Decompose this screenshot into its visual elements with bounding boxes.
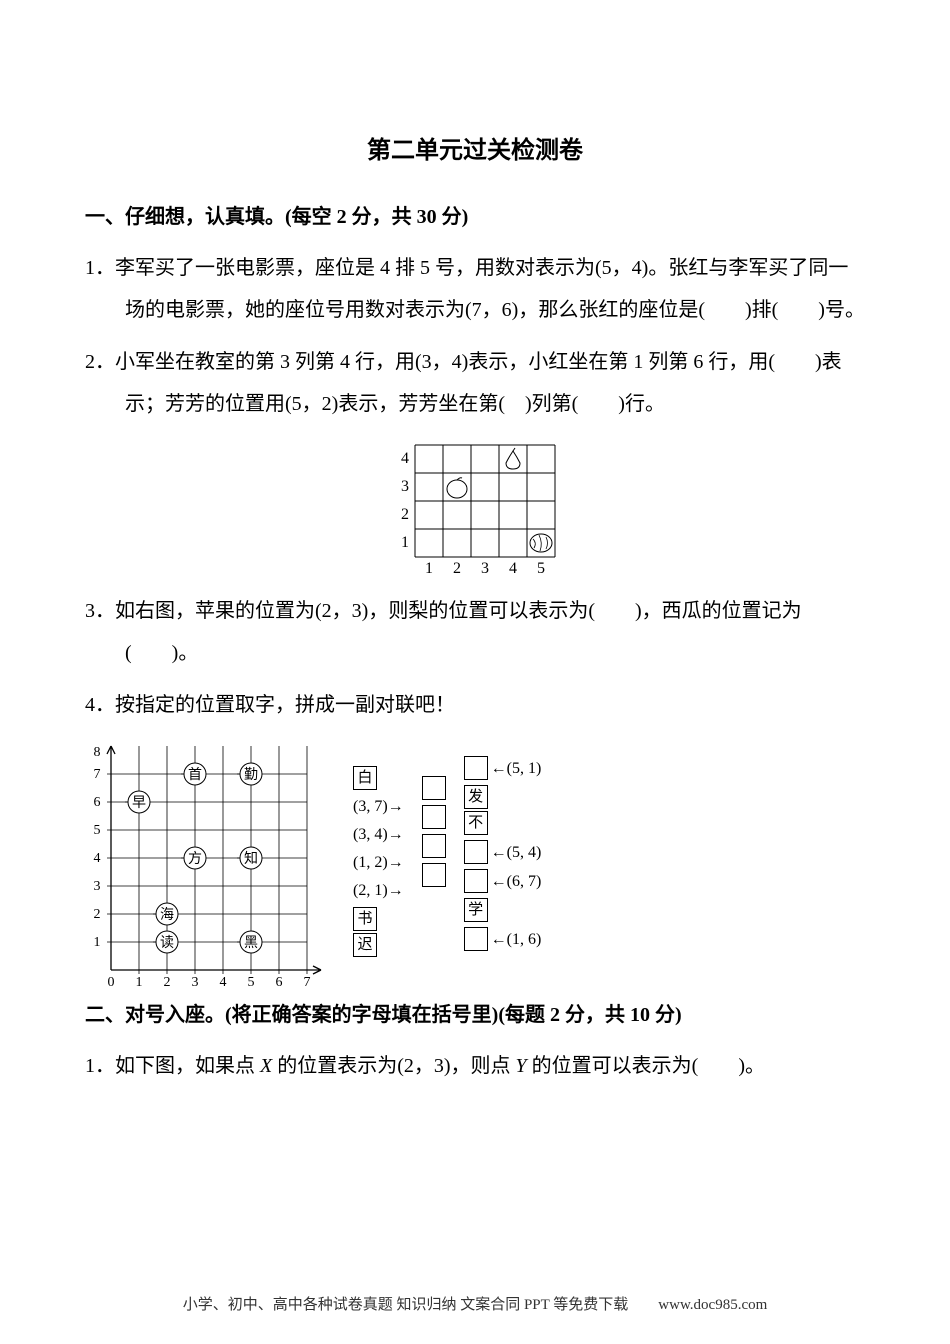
svg-text:3: 3 — [94, 879, 101, 894]
svg-text:2: 2 — [401, 506, 409, 523]
svg-text:海: 海 — [160, 907, 174, 923]
svg-text:黑: 黑 — [244, 936, 258, 951]
box-fa: 发 — [464, 785, 488, 809]
coord-label: (3, 4)→ — [353, 823, 404, 846]
watermelon-icon — [530, 534, 552, 552]
svg-text:4: 4 — [509, 560, 517, 575]
svg-text:早: 早 — [132, 796, 146, 811]
svg-text:首: 首 — [188, 767, 202, 783]
svg-text:5: 5 — [248, 975, 255, 986]
coord-label: ←(5, 4) — [491, 841, 542, 864]
svg-text:3: 3 — [192, 975, 199, 986]
box-chi: 迟 — [353, 933, 377, 957]
coord-label: (2, 1)→ — [353, 879, 404, 902]
blank-box — [464, 869, 488, 893]
box-xue: 学 — [464, 898, 488, 922]
coord-label: ←(6, 7) — [491, 870, 542, 893]
svg-text:0: 0 — [108, 975, 115, 986]
q3-grid-figure: 4 3 2 1 1 2 3 4 5 — [85, 435, 865, 580]
svg-text:6: 6 — [276, 975, 283, 986]
blank-box — [422, 834, 446, 858]
svg-text:5: 5 — [94, 823, 101, 838]
svg-text:4: 4 — [220, 975, 227, 986]
box-bai: 白 — [353, 766, 377, 790]
svg-text:方: 方 — [188, 851, 202, 867]
blank-box — [464, 927, 488, 951]
blank-box — [422, 863, 446, 887]
svg-text:4: 4 — [94, 851, 101, 866]
question-1-1: 1．李军买了一张电影票，座位是 4 排 5 号，用数对表示为(5，4)。张红与李… — [85, 247, 865, 331]
coord-label: ←(5, 1) — [491, 757, 542, 780]
q4-left-coords-column: 白 (3, 7)→ (3, 4)→ (1, 2)→ (2, 1)→ 书 迟 — [353, 736, 404, 957]
svg-text:1: 1 — [136, 975, 143, 986]
svg-text:7: 7 — [304, 975, 311, 986]
svg-text:2: 2 — [453, 560, 461, 575]
pear-icon — [506, 448, 520, 469]
box-shu: 书 — [353, 907, 377, 931]
question-1-3: 3．如右图，苹果的位置为(2，3)，则梨的位置可以表示为( )，西瓜的位置记为(… — [85, 590, 865, 674]
blank-box — [464, 756, 488, 780]
question-2-1: 1．如下图，如果点 X 的位置表示为(2，3)，则点 Y 的位置可以表示为( )… — [85, 1045, 865, 1087]
svg-text:2: 2 — [164, 975, 171, 986]
page-footer: 小学、初中、高中各种试卷真题 知识归纳 文案合同 PPT 等免费下载 www.d… — [0, 1293, 950, 1314]
q4-figure: 1 2 3 4 5 6 7 8 0 1 2 3 4 5 6 7 早 首 勤方 知海读 黑 — [85, 736, 865, 986]
coord-label: ←(1, 6) — [491, 928, 542, 951]
svg-text:1: 1 — [401, 534, 409, 551]
page-title: 第二单元过关检测卷 — [85, 130, 865, 165]
svg-text:读: 读 — [160, 934, 174, 951]
svg-text:7: 7 — [94, 767, 101, 782]
coord-label: (1, 2)→ — [353, 851, 404, 874]
svg-text:3: 3 — [481, 560, 489, 575]
blank-box — [464, 840, 488, 864]
blank-box — [422, 805, 446, 829]
question-1-4: 4．按指定的位置取字，拼成一副对联吧！ — [85, 684, 865, 726]
svg-text:勤: 勤 — [244, 767, 258, 783]
q4-right-column: ←(5, 1) 发 不 ←(5, 4) ←(6, 7) 学 ←(1, 6) — [464, 736, 542, 951]
section1-header: 一、仔细想，认真填。(每空 2 分，共 30 分) — [85, 200, 865, 229]
svg-text:1: 1 — [425, 560, 433, 575]
svg-text:3: 3 — [401, 478, 409, 495]
svg-text:8: 8 — [94, 745, 101, 760]
svg-text:6: 6 — [94, 795, 101, 810]
section2-header: 二、对号入座。(将正确答案的字母填在括号里)(每题 2 分，共 10 分) — [85, 998, 865, 1027]
svg-text:1: 1 — [94, 935, 101, 950]
coord-label: (3, 7)→ — [353, 795, 404, 818]
svg-text:2: 2 — [94, 907, 101, 922]
q4-coordinate-grid: 1 2 3 4 5 6 7 8 0 1 2 3 4 5 6 7 早 首 勤方 知海读 黑 — [85, 736, 335, 986]
question-1-2: 2．小军坐在教室的第 3 列第 4 行，用(3，4)表示，小红坐在第 1 列第 … — [85, 341, 865, 425]
svg-text:5: 5 — [537, 560, 545, 575]
box-bu: 不 — [464, 811, 488, 835]
svg-text:知: 知 — [244, 850, 258, 867]
blank-box — [422, 776, 446, 800]
q4-blank-boxes-column — [422, 736, 446, 887]
svg-text:4: 4 — [401, 450, 409, 467]
apple-icon — [447, 478, 467, 498]
